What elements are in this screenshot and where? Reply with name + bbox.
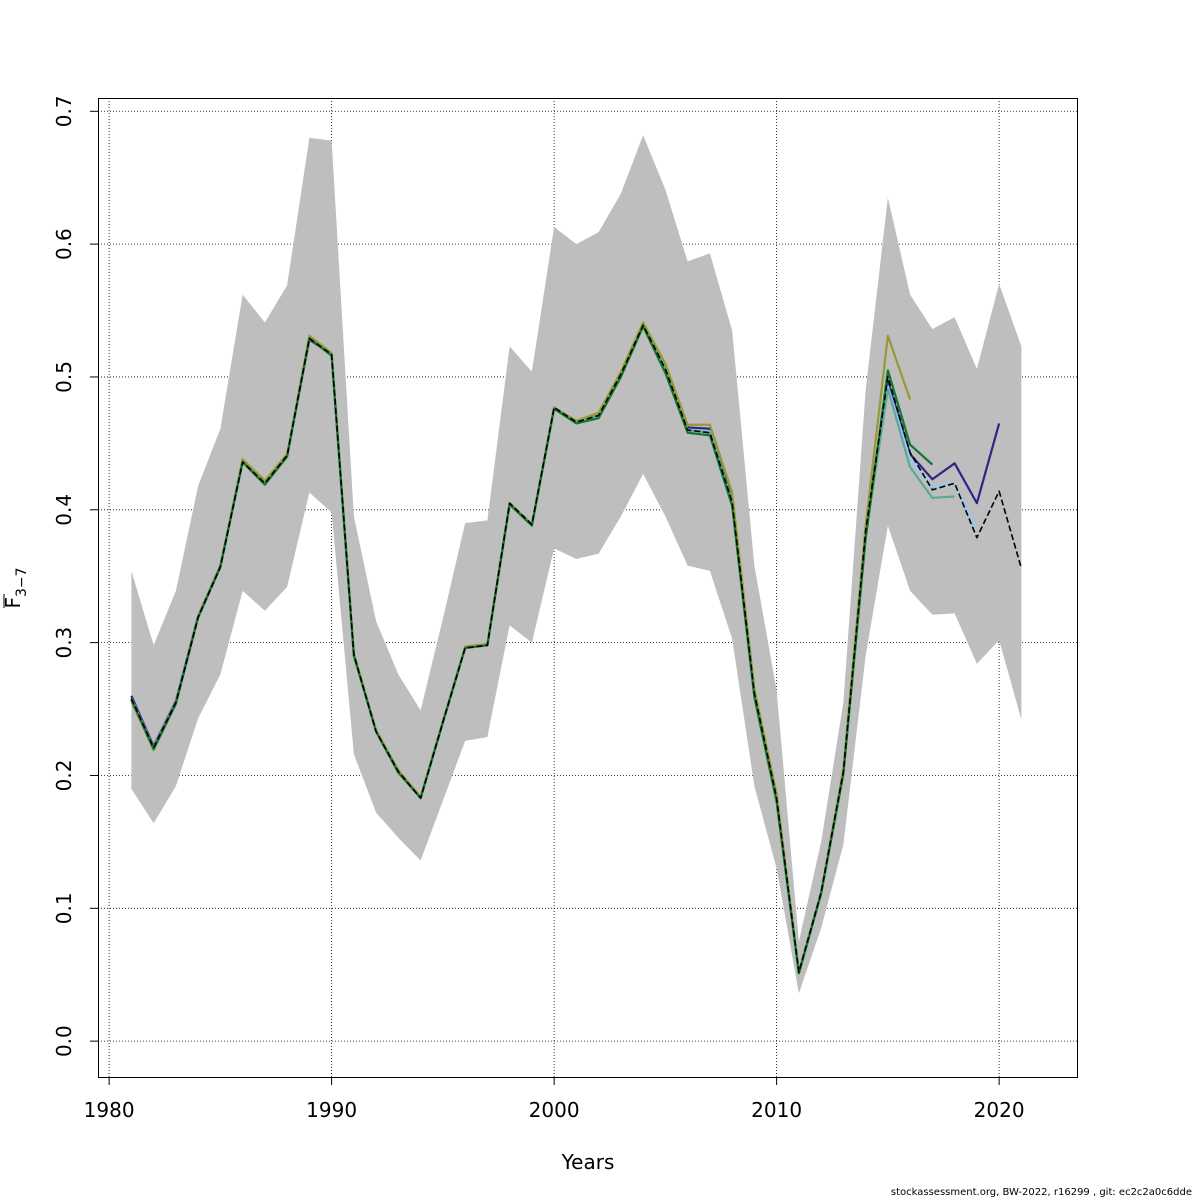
x-tick-label: 1990 bbox=[306, 1098, 357, 1122]
x-tick-label: 1980 bbox=[84, 1098, 135, 1122]
x-tick-label: 2000 bbox=[529, 1098, 580, 1122]
y-tick-label: 0.7 bbox=[52, 95, 76, 127]
svg-text:F3−7: F3−7 bbox=[1, 567, 30, 608]
x-tick-label: 2020 bbox=[974, 1098, 1025, 1122]
y-tick-label: 0.3 bbox=[52, 627, 76, 659]
confidence-band-area bbox=[131, 135, 1022, 994]
y-tick-label: 0.0 bbox=[52, 1025, 76, 1057]
x-axis: 1980 1990 2000 2010 2020 bbox=[84, 1077, 1025, 1122]
x-tick-label: 2010 bbox=[751, 1098, 802, 1122]
plot-frame bbox=[98, 98, 1078, 1078]
y-axis-title: F3−7 bbox=[1, 567, 30, 608]
confidence-band bbox=[131, 135, 1022, 994]
y-axis-title-subscript: 3−7 bbox=[14, 567, 30, 597]
y-tick-label: 0.4 bbox=[52, 494, 76, 526]
y-tick-label: 0.2 bbox=[52, 760, 76, 792]
x-axis-title: Years bbox=[561, 1150, 615, 1174]
series-line bbox=[130, 325, 934, 975]
y-tick-label: 0.1 bbox=[52, 892, 76, 924]
y-axis: 0.0 0.1 0.2 0.3 0.4 0.5 0.6 0.7 bbox=[52, 95, 98, 1057]
y-tick-label: 0.6 bbox=[52, 228, 76, 260]
series-line bbox=[130, 324, 1023, 973]
y-tick-label: 0.5 bbox=[52, 361, 76, 393]
footer-credit: stockassessment.org, BW-2022, r16299 , g… bbox=[890, 1187, 1192, 1198]
series-lines bbox=[130, 321, 1023, 975]
y-axis-title-base: F bbox=[1, 597, 25, 609]
